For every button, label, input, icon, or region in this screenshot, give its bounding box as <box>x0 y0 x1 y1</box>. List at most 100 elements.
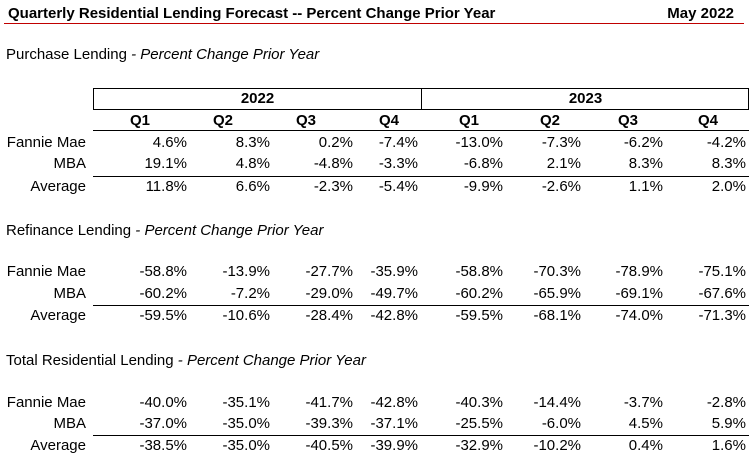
table-cell: 1.6% <box>711 437 746 454</box>
table-cell: -2.6% <box>541 178 581 195</box>
report-title: Quarterly Residential Lending Forecast -… <box>8 5 496 22</box>
table-row: Average -38.5% -35.0% -40.5% -39.9% -32.… <box>0 437 750 458</box>
table-cell: -14.4% <box>533 394 581 411</box>
header-underline <box>93 130 749 131</box>
table-cell: -65.9% <box>533 285 581 302</box>
average-rule <box>93 435 749 436</box>
table-cell: -35.0% <box>222 437 270 454</box>
table-cell: -7.2% <box>230 285 270 302</box>
table-cell: -67.6% <box>698 285 746 302</box>
row-label: MBA <box>53 415 86 432</box>
table-cell: 4.6% <box>152 134 187 151</box>
table-cell: -69.1% <box>615 285 663 302</box>
table-cell: -3.7% <box>623 394 663 411</box>
row-label: Fannie Mae <box>6 263 86 280</box>
table-cell: -42.8% <box>370 394 418 411</box>
table-row: MBA -37.0% -35.0% -39.3% -37.1% -25.5% -… <box>0 415 750 436</box>
table-cell: 8.3% <box>711 155 746 172</box>
table-cell: -60.2% <box>455 285 503 302</box>
row-label: Average <box>30 437 86 454</box>
table-cell: -35.9% <box>370 263 418 280</box>
table-cell: -58.8% <box>455 263 503 280</box>
year-2022: 2022 <box>240 90 275 107</box>
table-row: Fannie Mae 4.6% 8.3% 0.2% -7.4% -13.0% -… <box>0 134 750 155</box>
table-cell: -6.8% <box>463 155 503 172</box>
table-cell: -39.9% <box>370 437 418 454</box>
quarter-header: Q1 <box>129 112 150 129</box>
table-row: Average -59.5% -10.6% -28.4% -42.8% -59.… <box>0 307 750 328</box>
table-cell: -10.6% <box>222 307 270 324</box>
year-divider <box>421 89 422 109</box>
table-cell: -78.9% <box>615 263 663 280</box>
section-header-refinance: Refinance Lending - Percent Change Prior… <box>6 222 323 239</box>
table-cell: 6.6% <box>235 178 270 195</box>
quarter-header: Q2 <box>539 112 560 129</box>
table-cell: -32.9% <box>455 437 503 454</box>
table-cell: -9.9% <box>463 178 503 195</box>
report-header: Quarterly Residential Lending Forecast -… <box>4 4 744 24</box>
quarter-header: Q4 <box>697 112 718 129</box>
section-name: Total Residential Lending <box>6 352 174 369</box>
quarter-header: Q2 <box>212 112 233 129</box>
table-cell: -5.4% <box>378 178 418 195</box>
year-2023: 2023 <box>568 90 603 107</box>
table-cell: -59.5% <box>455 307 503 324</box>
table-cell: 4.8% <box>235 155 270 172</box>
section-subtitle: - Percent Change Prior Year <box>177 352 366 369</box>
table-cell: -41.7% <box>305 394 353 411</box>
table-cell: -28.4% <box>305 307 353 324</box>
table-cell: -70.3% <box>533 263 581 280</box>
table-cell: -35.1% <box>222 394 270 411</box>
table-row: MBA -60.2% -7.2% -29.0% -49.7% -60.2% -6… <box>0 285 750 306</box>
table-cell: 8.3% <box>235 134 270 151</box>
table-cell: -3.3% <box>378 155 418 172</box>
section-name: Purchase Lending <box>6 46 127 63</box>
section-subtitle: - Percent Change Prior Year <box>135 222 324 239</box>
row-label: Average <box>30 178 86 195</box>
section-header-purchase: Purchase Lending - Percent Change Prior … <box>6 46 319 63</box>
table-cell: 2.1% <box>546 155 581 172</box>
table-cell: -71.3% <box>698 307 746 324</box>
table-cell: 8.3% <box>628 155 663 172</box>
section-name: Refinance Lending <box>6 222 132 239</box>
table-cell: -37.1% <box>370 415 418 432</box>
table-row: Fannie Mae -58.8% -13.9% -27.7% -35.9% -… <box>0 263 750 284</box>
table-cell: -25.5% <box>455 415 503 432</box>
table-cell: -40.0% <box>139 394 187 411</box>
section-header-total: Total Residential Lending - Percent Chan… <box>6 352 366 369</box>
table-cell: -49.7% <box>370 285 418 302</box>
quarter-header: Q3 <box>295 112 316 129</box>
table-row: Average 11.8% 6.6% -2.3% -5.4% -9.9% -2.… <box>0 178 750 199</box>
table-cell: 0.2% <box>318 134 353 151</box>
table-row: Fannie Mae -40.0% -35.1% -41.7% -42.8% -… <box>0 394 750 415</box>
table-cell: -58.8% <box>139 263 187 280</box>
report-date: May 2022 <box>667 5 734 22</box>
quarter-header: Q1 <box>458 112 479 129</box>
row-label: MBA <box>53 285 86 302</box>
table-cell: -39.3% <box>305 415 353 432</box>
row-label: Fannie Mae <box>6 134 86 151</box>
year-header: 2022 2023 <box>93 88 749 110</box>
table-cell: -38.5% <box>139 437 187 454</box>
table-cell: -10.2% <box>533 437 581 454</box>
table-cell: -60.2% <box>139 285 187 302</box>
section-subtitle: - Percent Change Prior Year <box>131 46 320 63</box>
table-cell: -13.9% <box>222 263 270 280</box>
table-cell: -27.7% <box>305 263 353 280</box>
table-cell: 2.0% <box>711 178 746 195</box>
table-cell: -35.0% <box>222 415 270 432</box>
table-cell: 0.4% <box>628 437 663 454</box>
table-cell: -68.1% <box>533 307 581 324</box>
table-cell: -42.8% <box>370 307 418 324</box>
table-cell: 5.9% <box>711 415 746 432</box>
average-rule <box>93 176 749 177</box>
table-cell: -40.5% <box>305 437 353 454</box>
table-cell: -59.5% <box>139 307 187 324</box>
table-cell: -37.0% <box>139 415 187 432</box>
table-cell: -6.0% <box>541 415 581 432</box>
row-label: Average <box>30 307 86 324</box>
table-row: MBA 19.1% 4.8% -4.8% -3.3% -6.8% 2.1% 8.… <box>0 155 750 176</box>
table-cell: -7.4% <box>378 134 418 151</box>
quarter-header: Q4 <box>378 112 399 129</box>
table-cell: -4.8% <box>313 155 353 172</box>
